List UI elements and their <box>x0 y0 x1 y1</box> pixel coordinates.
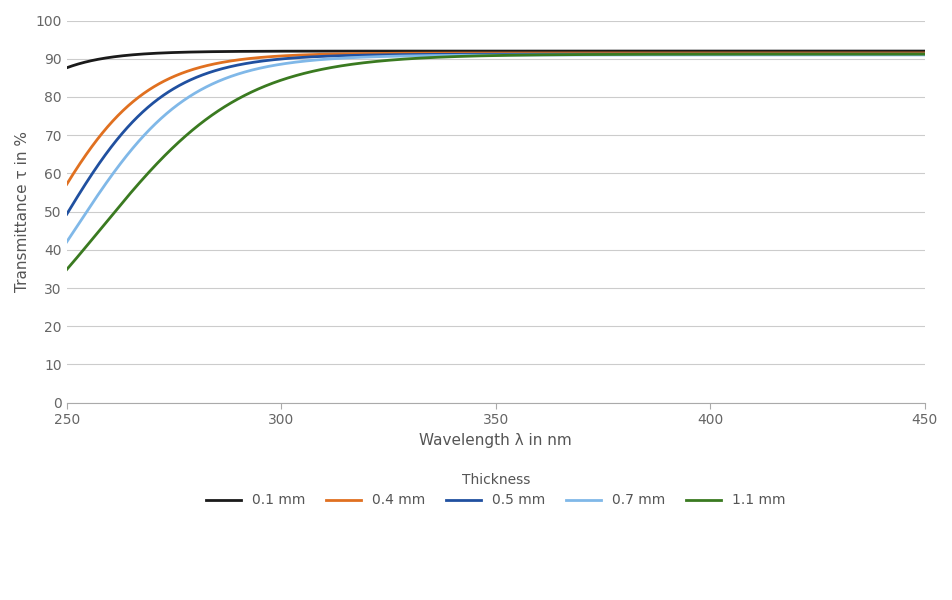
0.1 mm <box>893 47 904 55</box>
0.7 mm <box>105 173 116 181</box>
1.1 mm <box>105 214 116 221</box>
Line: 0.7 mm: 0.7 mm <box>67 55 923 242</box>
0.5 mm <box>455 50 466 58</box>
0.4 mm <box>105 120 116 127</box>
Legend: 0.1 mm, 0.4 mm, 0.5 mm, 0.7 mm, 1.1 mm: 0.1 mm, 0.4 mm, 0.5 mm, 0.7 mm, 1.1 mm <box>201 467 790 513</box>
0.7 mm <box>478 52 489 59</box>
0.7 mm <box>61 238 72 245</box>
0.4 mm <box>893 49 904 56</box>
0.4 mm <box>736 49 747 56</box>
Y-axis label: Transmittance τ in %: Transmittance τ in % <box>15 131 30 292</box>
1.1 mm <box>918 50 929 58</box>
X-axis label: Wavelength λ in nm: Wavelength λ in nm <box>419 433 571 448</box>
0.1 mm <box>736 47 747 55</box>
0.4 mm <box>478 49 489 56</box>
0.5 mm <box>61 211 72 218</box>
Line: 0.1 mm: 0.1 mm <box>67 51 923 68</box>
0.1 mm <box>478 47 489 55</box>
0.5 mm <box>893 50 904 58</box>
1.1 mm <box>893 50 904 58</box>
0.5 mm <box>478 50 489 58</box>
0.7 mm <box>918 51 929 58</box>
0.5 mm <box>736 50 747 58</box>
0.7 mm <box>893 51 904 58</box>
0.4 mm <box>61 181 72 188</box>
0.7 mm <box>893 51 904 58</box>
1.1 mm <box>736 50 747 58</box>
0.4 mm <box>455 49 466 56</box>
0.5 mm <box>918 50 929 58</box>
0.4 mm <box>893 49 904 56</box>
0.1 mm <box>893 47 904 55</box>
0.1 mm <box>455 47 466 55</box>
Line: 1.1 mm: 1.1 mm <box>67 54 923 269</box>
1.1 mm <box>455 53 466 60</box>
0.1 mm <box>105 53 116 61</box>
1.1 mm <box>478 52 489 59</box>
0.5 mm <box>105 144 116 151</box>
0.7 mm <box>455 52 466 59</box>
1.1 mm <box>61 266 72 273</box>
Line: 0.4 mm: 0.4 mm <box>67 53 923 184</box>
Line: 0.5 mm: 0.5 mm <box>67 54 923 214</box>
0.4 mm <box>918 49 929 56</box>
0.1 mm <box>918 47 929 55</box>
1.1 mm <box>893 50 904 58</box>
0.1 mm <box>61 64 72 71</box>
0.5 mm <box>893 50 904 58</box>
0.7 mm <box>736 52 747 59</box>
